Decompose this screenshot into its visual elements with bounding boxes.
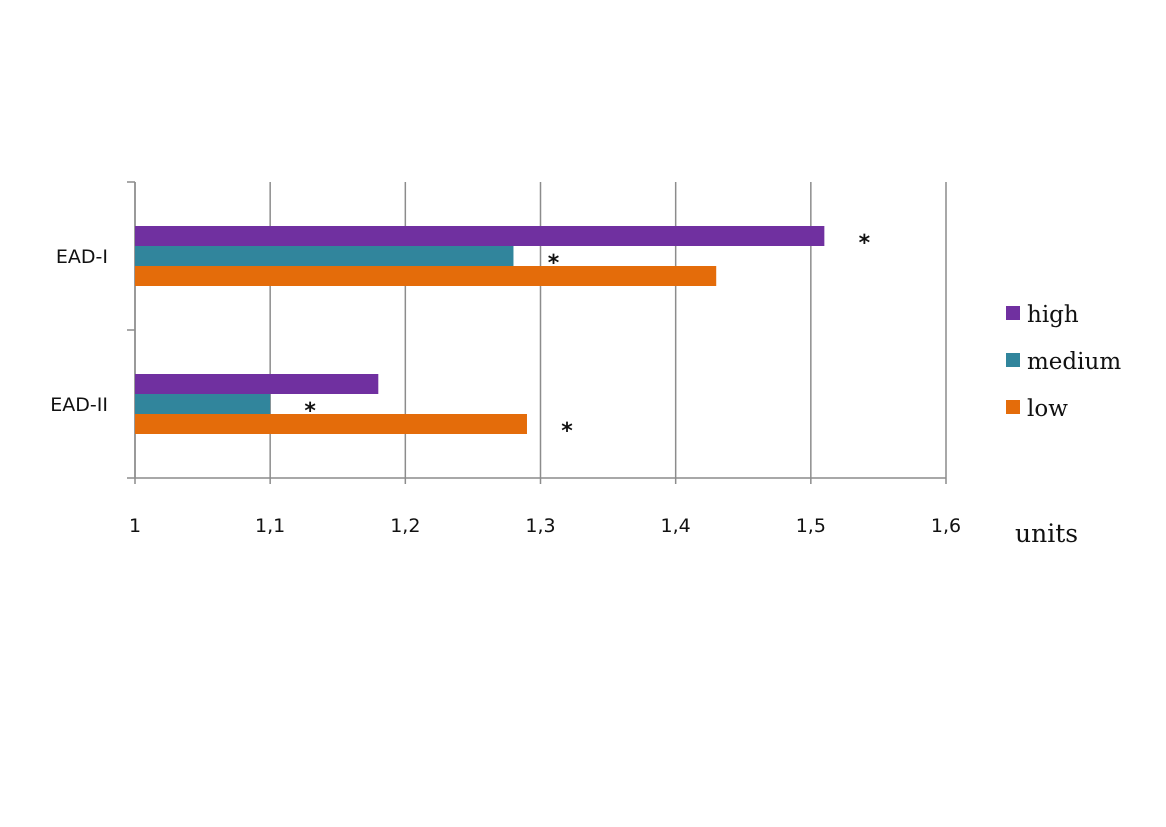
bar-low-EAD-I <box>135 266 717 286</box>
significance-markers: * * * * <box>304 231 870 444</box>
bars <box>135 226 825 434</box>
legend-swatch-medium <box>1006 353 1020 367</box>
x-tick-label: 1,6 <box>931 515 961 537</box>
x-tick-labels: 1 1,1 1,2 1,3 1,4 1,5 1,6 <box>129 515 961 537</box>
legend-label-high: high <box>1027 302 1079 328</box>
x-tick-label: 1,5 <box>796 515 826 537</box>
significance-star: * <box>561 419 573 444</box>
significance-star: * <box>304 399 316 424</box>
legend-label-medium: medium <box>1027 349 1121 375</box>
x-tick-label: 1,4 <box>661 515 691 537</box>
x-tick-label: 1,3 <box>525 515 555 537</box>
category-label: EAD-II <box>50 394 108 416</box>
x-axis-unit-label: units <box>1015 519 1078 548</box>
x-tick-label: 1,2 <box>390 515 420 537</box>
legend-label-low: low <box>1027 396 1068 422</box>
bar-high-EAD-I <box>135 226 825 246</box>
bar-low-EAD-II <box>135 414 527 434</box>
x-tick-label: 1,1 <box>255 515 285 537</box>
category-label: EAD-I <box>56 246 108 268</box>
x-tick-label: 1 <box>129 515 141 537</box>
bar-high-EAD-II <box>135 374 379 394</box>
legend: high medium low <box>1006 302 1121 422</box>
bar-medium-EAD-I <box>135 246 514 266</box>
legend-swatch-low <box>1006 400 1020 414</box>
legend-swatch-high <box>1006 306 1020 320</box>
bar-medium-EAD-II <box>135 394 271 414</box>
category-labels: EAD-I EAD-II <box>50 246 108 416</box>
significance-star: * <box>859 231 871 256</box>
significance-star: * <box>548 251 560 276</box>
